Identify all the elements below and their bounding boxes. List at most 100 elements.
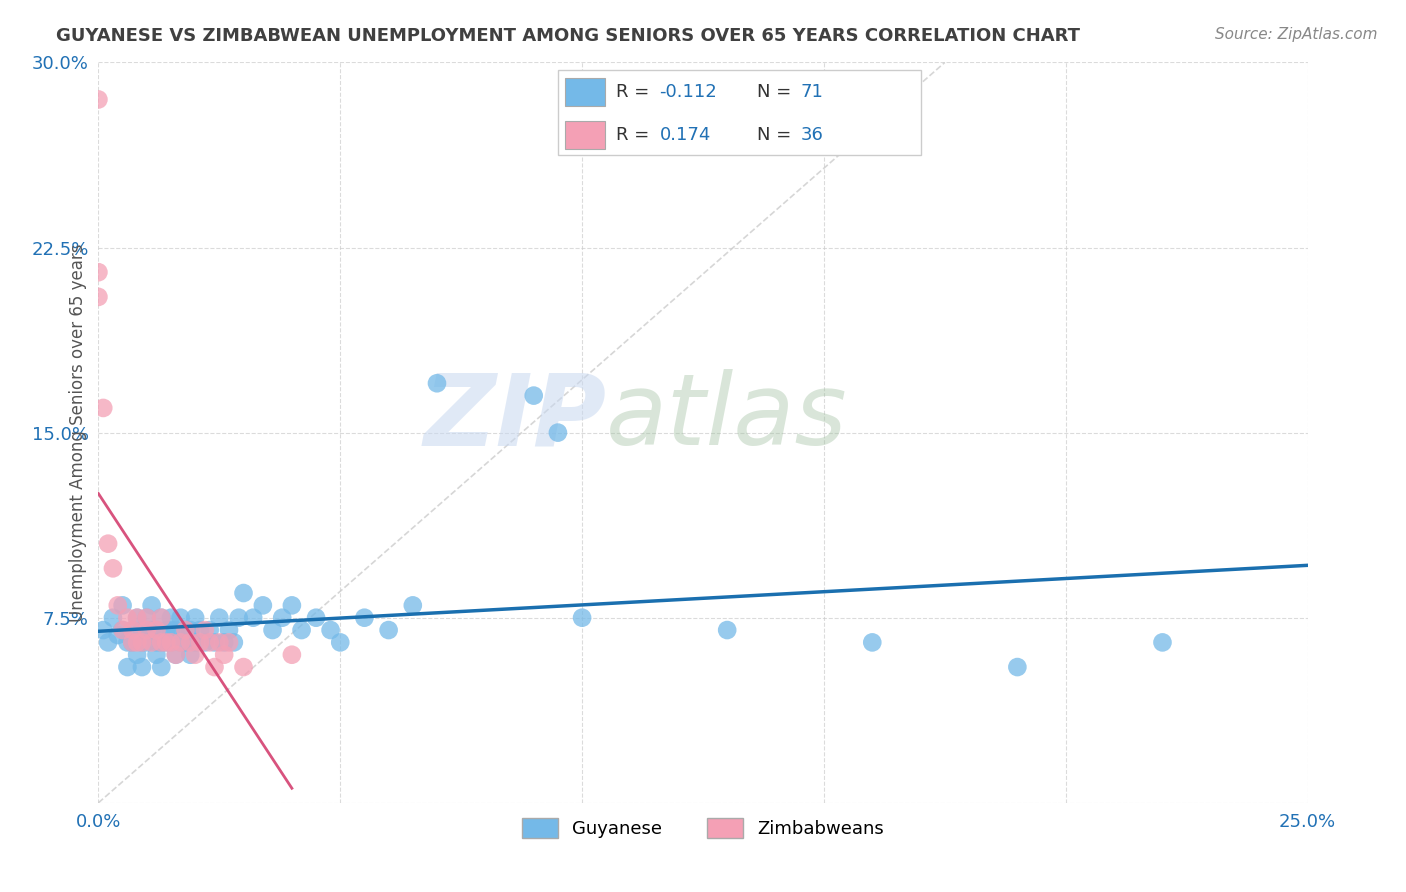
- Point: [87, 290, 110, 304]
- Point: [194, 623, 217, 637]
- Point: [174, 635, 197, 649]
- Point: [155, 635, 177, 649]
- Point: [111, 599, 134, 613]
- Point: [91, 401, 114, 415]
- Point: [121, 635, 143, 649]
- Text: atlas: atlas: [606, 369, 848, 467]
- Point: [131, 660, 153, 674]
- Point: [127, 610, 149, 624]
- Point: [131, 623, 153, 637]
- Point: [117, 660, 139, 674]
- Point: [523, 388, 546, 402]
- Point: [353, 610, 375, 624]
- Point: [174, 623, 197, 637]
- Point: [716, 623, 738, 637]
- Point: [319, 623, 342, 637]
- Point: [252, 599, 274, 613]
- Point: [165, 648, 187, 662]
- Point: [198, 623, 221, 637]
- Point: [160, 635, 183, 649]
- Point: [121, 635, 143, 649]
- Legend: Guyanese, Zimbabweans: Guyanese, Zimbabweans: [515, 810, 891, 846]
- Point: [377, 623, 399, 637]
- Point: [184, 635, 207, 649]
- Point: [121, 623, 143, 637]
- Point: [145, 623, 167, 637]
- Point: [290, 623, 312, 637]
- Text: ZIP: ZIP: [423, 369, 606, 467]
- Point: [127, 648, 149, 662]
- Point: [165, 623, 187, 637]
- Point: [212, 648, 235, 662]
- Point: [174, 623, 197, 637]
- Point: [426, 376, 449, 391]
- Point: [107, 599, 129, 613]
- Point: [141, 599, 163, 613]
- Point: [169, 610, 191, 624]
- Point: [135, 610, 157, 624]
- Point: [97, 635, 120, 649]
- Text: Source: ZipAtlas.com: Source: ZipAtlas.com: [1215, 27, 1378, 42]
- Point: [135, 635, 157, 649]
- Point: [150, 660, 173, 674]
- Point: [131, 635, 153, 649]
- Point: [222, 635, 245, 649]
- Text: GUYANESE VS ZIMBABWEAN UNEMPLOYMENT AMONG SENIORS OVER 65 YEARS CORRELATION CHAR: GUYANESE VS ZIMBABWEAN UNEMPLOYMENT AMON…: [56, 27, 1080, 45]
- Point: [571, 610, 593, 624]
- Point: [262, 623, 284, 637]
- Point: [141, 635, 163, 649]
- Point: [208, 635, 231, 649]
- Point: [179, 648, 201, 662]
- Point: [160, 610, 183, 624]
- Point: [131, 635, 153, 649]
- Point: [165, 648, 187, 662]
- Point: [1152, 635, 1174, 649]
- Point: [135, 610, 157, 624]
- Point: [305, 610, 328, 624]
- Point: [150, 610, 173, 624]
- Point: [204, 635, 226, 649]
- Point: [329, 635, 352, 649]
- Point: [87, 265, 110, 279]
- Point: [145, 635, 167, 649]
- Point: [1007, 660, 1029, 674]
- Point: [135, 623, 157, 637]
- Y-axis label: Unemployment Among Seniors over 65 years: Unemployment Among Seniors over 65 years: [69, 244, 87, 622]
- Point: [860, 635, 883, 649]
- Point: [169, 635, 191, 649]
- Point: [101, 610, 124, 624]
- Point: [271, 610, 294, 624]
- Point: [228, 610, 250, 624]
- Point: [101, 561, 124, 575]
- Point: [155, 635, 177, 649]
- Point: [111, 623, 134, 637]
- Point: [117, 610, 139, 624]
- Point: [402, 599, 425, 613]
- Point: [188, 635, 211, 649]
- Point: [184, 610, 207, 624]
- Point: [281, 599, 304, 613]
- Point: [145, 648, 167, 662]
- Point: [160, 635, 183, 649]
- Point: [150, 635, 173, 649]
- Point: [547, 425, 569, 440]
- Point: [281, 648, 304, 662]
- Point: [204, 660, 226, 674]
- Point: [208, 610, 231, 624]
- Point: [121, 623, 143, 637]
- Point: [179, 623, 201, 637]
- Point: [145, 623, 167, 637]
- Point: [155, 623, 177, 637]
- Point: [97, 536, 120, 550]
- Point: [198, 635, 221, 649]
- Point: [160, 623, 183, 637]
- Point: [117, 635, 139, 649]
- Point: [232, 660, 254, 674]
- Point: [184, 648, 207, 662]
- Point: [135, 623, 157, 637]
- Point: [141, 623, 163, 637]
- Point: [150, 635, 173, 649]
- Point: [218, 623, 240, 637]
- Point: [179, 635, 201, 649]
- Point: [169, 635, 191, 649]
